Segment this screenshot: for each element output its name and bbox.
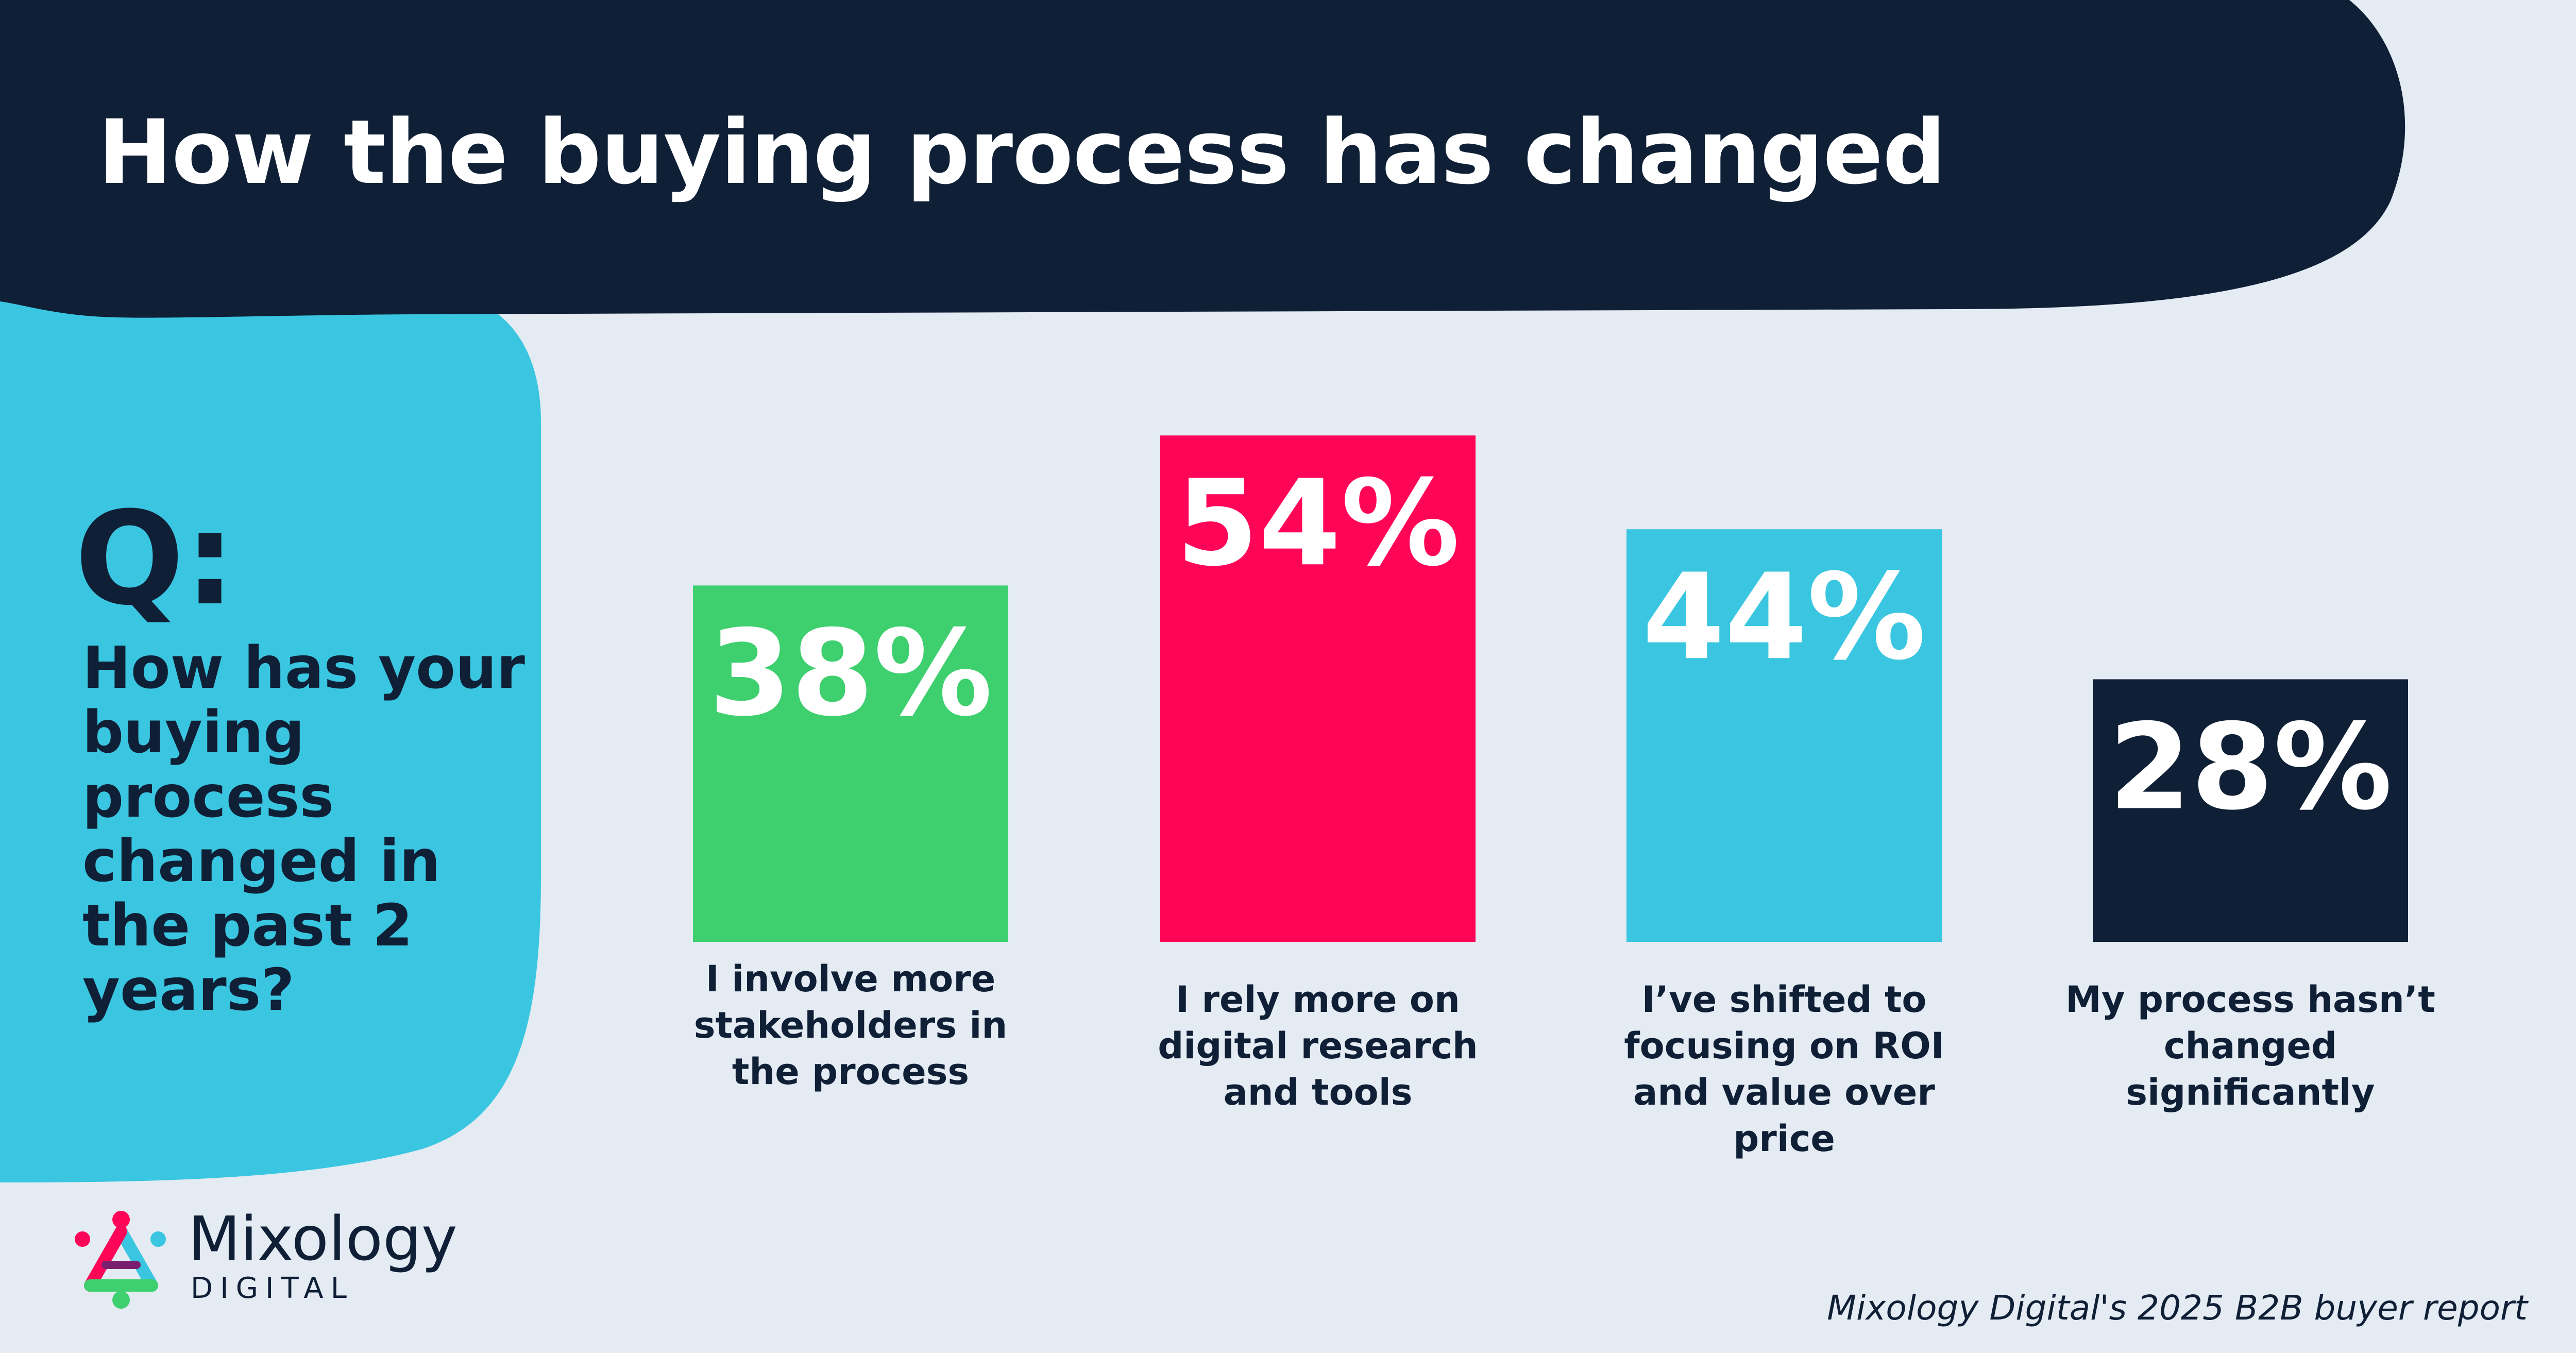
category-label-1: I involve more stakeholders in the proce… bbox=[693, 958, 1008, 1093]
header-shape bbox=[0, 0, 2405, 318]
question-prefix: Q: bbox=[75, 484, 236, 634]
bar-4 bbox=[2093, 679, 2408, 942]
bar-3 bbox=[1626, 529, 1942, 942]
bar-value-label-3: 44% bbox=[1642, 549, 1926, 686]
mixology-logo-icon bbox=[75, 1211, 166, 1309]
bar-value-label-4: 28% bbox=[2109, 699, 2393, 836]
bar-value-label-2: 54% bbox=[1176, 455, 1460, 593]
brand-logo: Mixology DIGITAL bbox=[70, 1208, 461, 1311]
brand-subtitle: DIGITAL bbox=[191, 1272, 354, 1305]
category-label-3: I’ve shifted to focusing on ROI and valu… bbox=[1624, 978, 1944, 1160]
bar-value-label-1: 38% bbox=[709, 605, 993, 742]
question-text: How has your buying process changed in t… bbox=[82, 635, 526, 1024]
page-title: How the buying process has changed bbox=[98, 100, 1946, 204]
category-label-2: I rely more on digital research and tool… bbox=[1158, 978, 1478, 1113]
source-note: Mixology Digital's 2025 B2B buyer report bbox=[1827, 1288, 2528, 1328]
category-label-4: My process hasn’t changed significantly bbox=[2065, 978, 2435, 1113]
bar-2 bbox=[1160, 435, 1476, 942]
brand-name: Mixology bbox=[188, 1203, 457, 1274]
question-panel-shape bbox=[0, 289, 541, 1182]
bar-1 bbox=[693, 585, 1008, 942]
